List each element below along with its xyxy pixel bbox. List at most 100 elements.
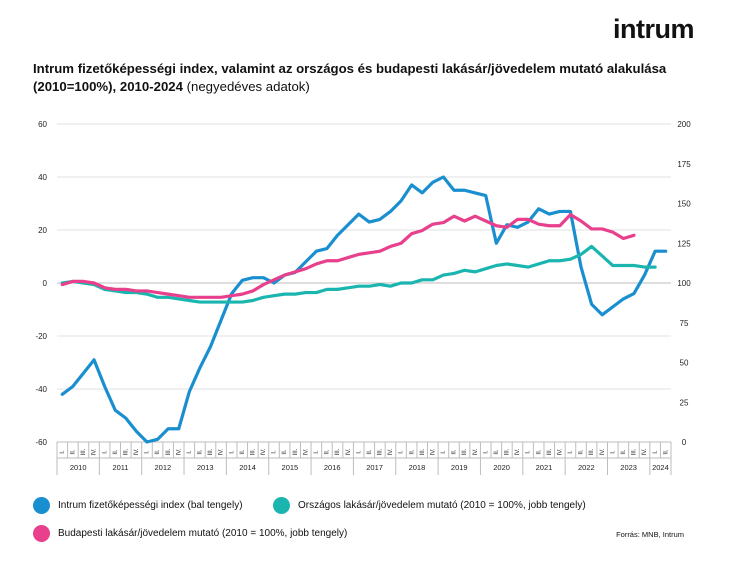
- quarter-label: IV.: [429, 448, 436, 455]
- series-line-1: [60, 244, 657, 304]
- year-label: 2012: [155, 463, 172, 472]
- legend-item-budapest-ratio: Budapesti lakásár/jövedelem mutató (2010…: [33, 525, 347, 542]
- y-right-tick-label: 125: [677, 239, 691, 248]
- y-right-tick-label: 100: [677, 279, 691, 288]
- quarter-label: III.: [80, 448, 87, 455]
- year-label: 2015: [282, 463, 299, 472]
- quarter-label: I.: [59, 450, 66, 454]
- legend-label-budapest-ratio: Budapesti lakásár/jövedelem mutató (2010…: [58, 528, 348, 539]
- quarter-label: IV.: [175, 448, 182, 455]
- legend-swatch-intrum-index: [33, 497, 50, 514]
- chart-title: Intrum fizetőképességi index, valamint a…: [33, 60, 713, 96]
- quarter-label: II.: [70, 449, 77, 454]
- legend-swatch-national-ratio: [273, 497, 290, 514]
- y-left-tick-label: -60: [35, 438, 47, 447]
- quarter-label: II.: [366, 449, 373, 454]
- year-label: 2014: [239, 463, 256, 472]
- quarter-label: I.: [567, 450, 574, 454]
- quarter-label: II.: [324, 449, 331, 454]
- quarter-label: III.: [334, 448, 341, 455]
- y-right-tick-label: 25: [680, 398, 689, 407]
- quarter-label: IV.: [133, 448, 140, 455]
- quarter-label: II.: [281, 449, 288, 454]
- quarter-label: III.: [249, 448, 256, 455]
- year-label: 2013: [197, 463, 214, 472]
- y-right-tick-label: 50: [680, 359, 689, 368]
- year-label: 2017: [366, 463, 383, 472]
- chart-title-main: Intrum fizetőképességi index, valamint a…: [33, 61, 667, 94]
- quarter-label: II.: [408, 449, 415, 454]
- legend-label-national-ratio: Országos lakásár/jövedelem mutató (2010 …: [298, 500, 586, 511]
- quarter-label: IV.: [641, 448, 648, 455]
- chart-title-sub: (negyedéves adatok): [182, 79, 310, 94]
- quarter-label: III.: [207, 448, 214, 455]
- quarter-label: I.: [398, 450, 405, 454]
- y-left-tick-label: 60: [38, 120, 47, 129]
- quarter-label: II.: [535, 449, 542, 454]
- y-right-tick-label: 200: [677, 120, 691, 129]
- quarter-label: IV.: [514, 448, 521, 455]
- quarter-label: III.: [292, 448, 299, 455]
- y-right-tick-label: 175: [677, 160, 691, 169]
- year-label: 2011: [112, 463, 128, 472]
- quarter-label: III.: [588, 448, 595, 455]
- quarter-label: II.: [493, 449, 500, 454]
- y-right-tick-label: 0: [682, 438, 687, 447]
- year-label: 2018: [409, 463, 426, 472]
- year-label: 2019: [451, 463, 468, 472]
- quarter-label: I.: [482, 450, 489, 454]
- quarter-label: II.: [620, 449, 627, 454]
- legend-swatch-budapest-ratio: [33, 525, 50, 542]
- quarter-label: IV.: [599, 448, 606, 455]
- y-right-tick-label: 75: [680, 319, 689, 328]
- y-left-tick-label: -20: [35, 332, 47, 341]
- quarter-label: I.: [101, 450, 108, 454]
- series-line-2: [60, 213, 636, 299]
- quarter-label: II.: [451, 449, 458, 454]
- quarter-label: I.: [652, 450, 659, 454]
- y-left-tick-label: 0: [43, 279, 48, 288]
- year-label: 2010: [70, 463, 87, 472]
- quarter-label: I.: [355, 450, 362, 454]
- y-left-tick-label: 40: [38, 173, 47, 182]
- quarter-label: IV.: [472, 448, 479, 455]
- source-note: Forrás: MNB, Intrum: [616, 530, 684, 539]
- quarter-label: IV.: [556, 448, 563, 455]
- quarter-label: II.: [578, 449, 585, 454]
- quarter-label: IV.: [260, 448, 267, 455]
- quarter-label: I.: [313, 450, 320, 454]
- quarter-label: III.: [546, 448, 553, 455]
- year-label: 2021: [536, 463, 553, 472]
- legend-label-intrum-index: Intrum fizetőképességi index (bal tengel…: [58, 500, 243, 511]
- quarter-label: IV.: [218, 448, 225, 455]
- quarter-label: IV.: [91, 448, 98, 455]
- quarter-label: I.: [186, 450, 193, 454]
- quarter-label: I.: [228, 450, 235, 454]
- quarter-label: I.: [440, 450, 447, 454]
- y-left-tick-label: -40: [35, 385, 47, 394]
- quarter-label: III.: [504, 448, 511, 455]
- y-left-tick-label: 20: [38, 226, 47, 235]
- quarter-label: III.: [461, 448, 468, 455]
- quarter-label: II.: [197, 449, 204, 454]
- quarter-label: IV.: [387, 448, 394, 455]
- series-line-0: [60, 175, 668, 444]
- quarter-label: III.: [165, 448, 172, 455]
- quarter-label: II.: [662, 449, 669, 454]
- quarter-label: III.: [631, 448, 638, 455]
- year-label: 2022: [578, 463, 595, 472]
- legend-item-national-ratio: Országos lakásár/jövedelem mutató (2010 …: [273, 497, 586, 514]
- quarter-label: II.: [112, 449, 119, 454]
- intrum-logo: intrum: [613, 14, 695, 44]
- quarter-label: III.: [419, 448, 426, 455]
- year-label: 2024: [652, 463, 669, 472]
- quarter-label: I.: [609, 450, 616, 454]
- quarter-label: III.: [122, 448, 129, 455]
- quarter-label: I.: [144, 450, 151, 454]
- year-label: 2020: [493, 463, 510, 472]
- year-label: 2016: [324, 463, 341, 472]
- y-right-tick-label: 150: [677, 200, 691, 209]
- quarter-label: III.: [377, 448, 384, 455]
- quarter-label: II.: [154, 449, 161, 454]
- line-chart: -60 -40 -20 0 20 40 60 0 25 50 75 100 125 150 175 200 I.…: [35, 120, 691, 475]
